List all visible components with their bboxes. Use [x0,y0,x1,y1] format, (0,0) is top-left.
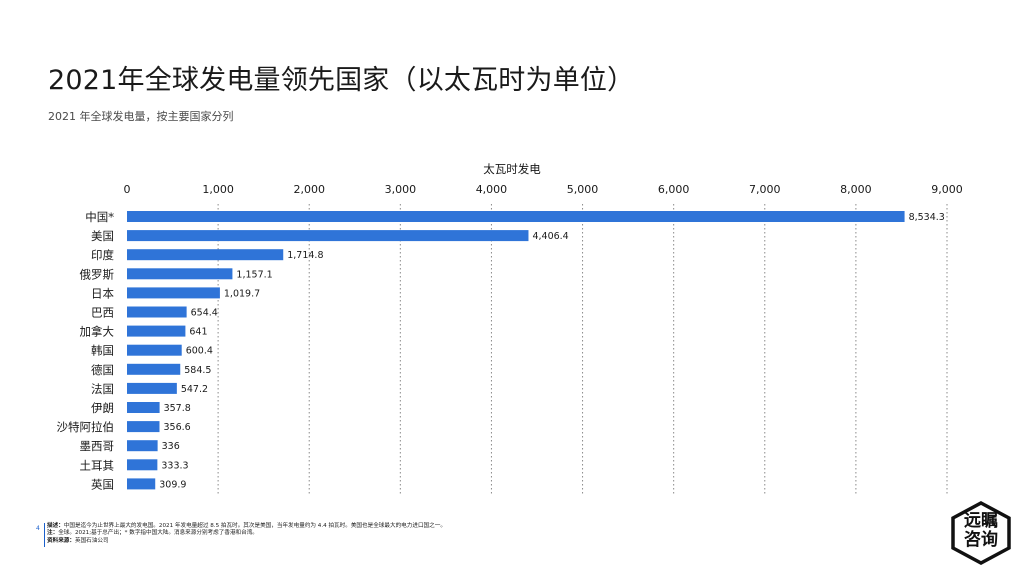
value-label: 1,157.1 [236,269,272,280]
bar [127,363,181,375]
company-logo: 远瞩 咨询 [948,500,1014,566]
x-tick-label: 2,000 [293,183,325,196]
note-text: 全球。2021;基于总产出；* 数字指中国大陆。消息来源分别考虑了香港和台湾。 [58,530,258,537]
category-label: 德国 [91,363,114,377]
description-label: 描述： [47,523,64,529]
value-label: 654.4 [191,308,218,319]
category-label: 印度 [91,248,114,262]
footer-notes: 描述：中国是迄今为止世界上最大的发电国。2021 年发电量超过 8.5 拍瓦时。… [47,523,767,545]
x-tick-label: 1,000 [202,183,234,196]
bars [127,211,905,490]
category-label: 俄罗斯 [80,267,115,281]
bar [127,382,177,394]
value-label: 4,406.4 [532,231,568,242]
value-label: 356.6 [163,422,190,433]
bar [127,306,187,318]
logo-line-2: 咨询 [964,530,998,550]
x-tick-labels: 0 1,000 2,000 3,000 4,000 5,000 6,000 7,000 8,00… [124,183,963,196]
value-label: 1,019.7 [224,288,260,299]
category-label: 土耳其 [80,458,115,472]
x-tick-label: 3,000 [385,183,417,196]
bar [127,344,182,356]
category-label: 加拿大 [80,325,115,339]
bar [127,287,220,299]
category-label: 美国 [91,229,114,243]
value-label: 357.8 [164,403,191,414]
x-tick-label: 7,000 [749,183,781,196]
value-label: 547.2 [181,384,208,395]
note-label: 注： [47,530,59,537]
bar [127,268,233,280]
source-text: 英国石油公司 [74,537,109,544]
logo-hexagon-icon [951,501,1011,565]
x-tick-label: 0 [124,183,131,196]
logo-text: 远瞩 咨询 [948,512,1014,550]
category-label: 沙特阿拉伯 [57,420,115,434]
value-label: 336 [162,441,180,452]
bar [127,211,905,222]
category-label: 巴西 [91,306,114,320]
page-title: 2021年全球发电量领先国家（以太瓦时为单位） [48,65,635,96]
bar [127,421,160,433]
bar-chart: 太瓦时发电 0 1,000 2,000 3,000 4,000 5,000 6,000 7,0… [57,162,963,496]
bar [127,459,158,471]
category-label: 伊朗 [91,401,114,415]
value-label: 641 [189,327,207,338]
category-label: 日本 [91,286,114,300]
x-tick-label: 9,000 [931,183,963,196]
value-label: 333.3 [161,460,188,471]
category-label: 中国* [85,210,114,224]
category-label: 英国 [91,477,114,491]
grid-lines [217,204,948,496]
category-label: 韩国 [91,344,114,358]
value-label: 1,714.8 [287,250,323,261]
value-labels: 8,534.3 4,406.4 1,714.8 1,157.1 1,019.7 654.4… [159,212,945,490]
footer-source: 资料来源：英国石油公司 [47,538,767,545]
category-label: 墨西哥 [80,439,115,453]
page-number: 4 [36,525,40,532]
bar [127,230,529,242]
page-subtitle: 2021 年全球发电量，按主要国家分列 [48,110,234,123]
bar [127,325,186,337]
bar [127,440,158,452]
footer-description: 描述：中国是迄今为止世界上最大的发电国。2021 年发电量超过 8.5 拍瓦时。… [47,523,767,530]
bar [127,402,160,413]
value-label: 600.4 [186,346,213,357]
value-label: 584.5 [184,365,211,376]
bar [127,478,156,490]
footer-note: 注：全球。2021;基于总产出；* 数字指中国大陆。消息来源分别考虑了香港和台湾… [47,530,767,537]
description-text: 中国是迄今为止世界上最大的发电国。2021 年发电量超过 8.5 拍瓦时。其次是… [63,523,446,529]
x-tick-label: 8,000 [840,183,872,196]
footer-rule [44,523,46,547]
logo-line-1: 远瞩 [964,511,998,531]
bar [127,249,284,261]
x-tick-label: 4,000 [476,183,508,196]
x-tick-label: 5,000 [567,183,599,196]
x-tick-label: 6,000 [658,183,690,196]
value-label: 8,534.3 [909,212,945,223]
value-label: 309.9 [159,479,186,490]
category-label: 法国 [91,382,114,396]
source-label: 资料来源： [47,537,75,544]
x-axis-label: 太瓦时发电 [483,162,541,176]
